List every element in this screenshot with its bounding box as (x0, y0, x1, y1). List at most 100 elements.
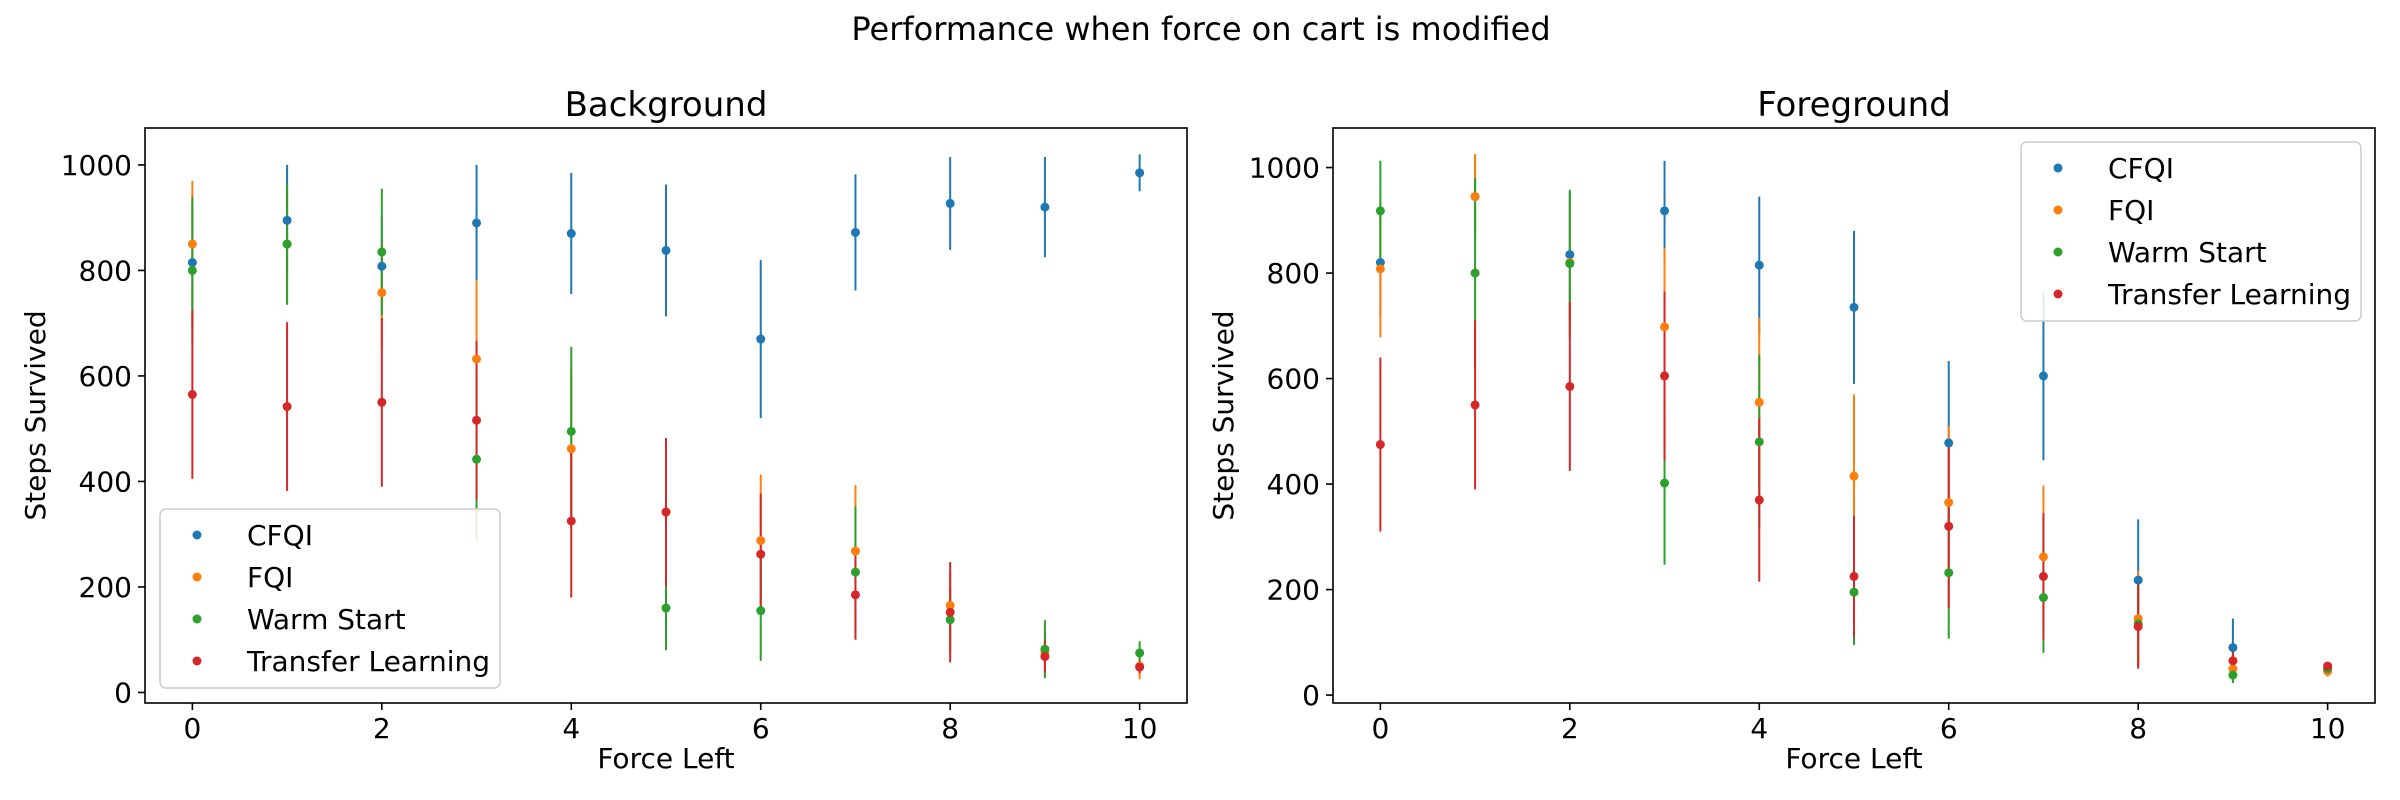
legend-label: FQI (2108, 194, 2154, 227)
data-point (282, 239, 292, 249)
legend-label: CFQI (2108, 152, 2174, 185)
chart-panel-background: Background 0 2 4 6 8 10 0 200 400 600 800 1000 Force … (19, 85, 1188, 775)
data-point (1944, 498, 1954, 508)
x-tick-label: 10 (2310, 712, 2346, 745)
data-point (1135, 648, 1145, 658)
data-point (1944, 568, 1954, 578)
legend-label: FQI (247, 561, 293, 594)
data-point (661, 507, 671, 517)
data-point (850, 590, 860, 600)
y-axis-label: Steps Survived (1207, 310, 1240, 520)
data-point (1375, 206, 1385, 216)
data-point (1470, 400, 1480, 410)
y-tick-label: 600 (79, 360, 132, 393)
legend: CFQI FQI Warm Start Transfer Learning (159, 508, 501, 689)
x-tick-label: 2 (1561, 712, 1579, 745)
legend: CFQI FQI Warm Start Transfer Learning (2020, 141, 2362, 322)
data-point (1040, 202, 1050, 212)
y-tick-label: 400 (1267, 468, 1320, 501)
y-tick-label: 1000 (61, 149, 132, 182)
data-point (472, 354, 482, 364)
data-point (1754, 397, 1764, 407)
points-transfer-learning (187, 389, 1145, 672)
y-tick-label: 0 (1302, 679, 1320, 712)
y-tick-label: 200 (1267, 574, 1320, 607)
legend-marker (2053, 289, 2063, 299)
legend-box (159, 508, 501, 689)
data-point (2323, 661, 2333, 671)
data-point (1040, 652, 1050, 662)
data-point (2038, 592, 2048, 602)
legend-marker (2053, 163, 2063, 173)
data-point (1565, 250, 1575, 260)
plot-frame (144, 127, 1188, 704)
data-point (377, 397, 387, 407)
points-warm-start (187, 239, 1145, 658)
y-tick-label: 600 (1267, 363, 1320, 396)
legend-label: Transfer Learning (246, 645, 490, 678)
data-point (2228, 670, 2238, 680)
data-point (945, 198, 955, 208)
data-point (945, 615, 955, 625)
x-tick-label: 8 (2129, 712, 2147, 745)
data-point (282, 402, 292, 412)
data-point (566, 516, 576, 526)
data-point (1849, 571, 1859, 581)
data-point (566, 229, 576, 239)
data-point (2133, 622, 2143, 632)
data-point (566, 426, 576, 436)
figure-title: Performance when force on cart is modifi… (851, 10, 1550, 48)
data-point (1565, 381, 1575, 391)
points-transfer-learning (1375, 371, 2333, 671)
x-tick-label: 4 (562, 712, 580, 745)
data-point (472, 218, 482, 228)
data-point (1660, 478, 1670, 488)
legend-box (2020, 141, 2362, 322)
data-point (2228, 643, 2238, 653)
points-cfqi (187, 168, 1145, 344)
legend-marker (192, 614, 202, 624)
data-point (1660, 371, 1670, 381)
legend-marker (192, 530, 202, 540)
data-point (187, 389, 197, 399)
y-tick-label: 800 (1267, 257, 1320, 290)
data-point (187, 239, 197, 249)
data-point (1375, 258, 1385, 268)
data-point (850, 567, 860, 577)
data-point (1849, 302, 1859, 312)
data-point (756, 334, 766, 344)
y-tick-label: 1000 (1249, 152, 1320, 185)
legend-marker (2053, 205, 2063, 215)
x-tick-label: 10 (1122, 712, 1158, 745)
x-axis-label: Force Left (597, 742, 734, 775)
data-point (282, 215, 292, 225)
data-point (377, 247, 387, 257)
legend-marker (192, 572, 202, 582)
data-point (1944, 521, 1954, 531)
y-tick-label: 400 (79, 465, 132, 498)
data-point (1944, 438, 1954, 448)
data-point (1754, 437, 1764, 447)
x-tick-label: 6 (1940, 712, 1958, 745)
x-tick-label: 0 (183, 712, 201, 745)
data-point (945, 607, 955, 617)
x-axis-label: Force Left (1785, 742, 1922, 775)
data-point (1849, 587, 1859, 597)
data-point (756, 549, 766, 559)
data-point (1375, 440, 1385, 450)
chart-title: Foreground (1757, 85, 1951, 125)
data-point (1135, 662, 1145, 672)
data-point (756, 606, 766, 616)
x-tick-label: 6 (752, 712, 770, 745)
legend-label: CFQI (247, 519, 313, 552)
data-point (756, 536, 766, 546)
data-point (1040, 644, 1050, 654)
legend-label: Warm Start (247, 603, 406, 636)
data-point (2228, 664, 2238, 674)
y-tick-label: 800 (79, 254, 132, 287)
y-tick-label: 0 (114, 676, 132, 709)
data-point (472, 415, 482, 425)
data-point (2038, 571, 2048, 581)
data-point (1565, 259, 1575, 269)
